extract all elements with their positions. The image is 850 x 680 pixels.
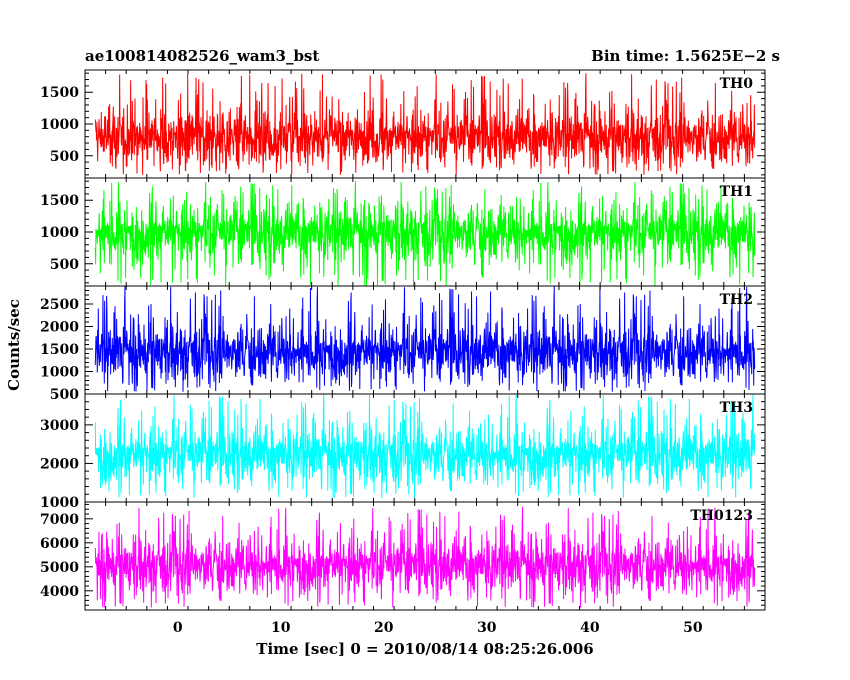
panels-group: 500 1000 1500 TH0 500 1000 1500 TH1 500 1000 1500 2… (40, 69, 766, 611)
panel-name-th2: TH2 (720, 292, 753, 308)
panel-name-th3: TH3 (720, 400, 753, 416)
y-tick-label: 3000 (40, 418, 79, 434)
y-tick-label: 1000 (40, 117, 79, 133)
x-tick-label: 30 (477, 620, 497, 636)
x-axis: 0 10 20 30 40 50 (84, 70, 766, 636)
x-axis-label: Time [sec] 0 = 2010/08/14 08:25:26.006 (256, 640, 593, 658)
panel-frame (84, 501, 766, 611)
y-tick-label: 500 (50, 257, 79, 273)
y-tick-label: 1500 (40, 85, 79, 101)
x-tick-label: 10 (271, 620, 291, 636)
x-tick-label: 20 (374, 620, 394, 636)
series-th2-line (94, 286, 756, 392)
panel-th1: 500 1000 1500 TH1 (40, 177, 766, 287)
series-th0-line (94, 73, 756, 175)
y-tick-label: 2000 (40, 320, 79, 336)
y-tick-label: 1000 (40, 365, 79, 381)
panel-th2: 500 1000 1500 2000 2500 TH2 (40, 285, 766, 403)
y-tick-label: 1500 (40, 193, 79, 209)
panel-name-th1: TH1 (720, 184, 753, 200)
series-th1-line (94, 181, 756, 286)
y-tick-label: 7000 (40, 512, 79, 528)
x-tick-label: 0 (173, 620, 183, 636)
y-tick-label: 500 (50, 149, 79, 165)
y-tick-label: 6000 (40, 536, 79, 552)
series-th0123-line (94, 506, 756, 608)
y-axis-label: Counts/sec (5, 299, 23, 391)
series-th3-line (94, 394, 756, 499)
panel-th0: 500 1000 1500 TH0 (40, 69, 766, 179)
y-tick-label: 2500 (40, 297, 79, 313)
y-tick-label: 2000 (40, 456, 79, 472)
chart-title: ae100814082526_wam3_bst (85, 47, 319, 65)
y-tick-label: 5000 (40, 560, 79, 576)
bin-time-label: Bin time: 1.5625E−2 s (591, 47, 780, 65)
panel-name-th0123: TH0123 (690, 508, 753, 524)
x-tick-label: 50 (683, 620, 703, 636)
y-tick-label: 500 (50, 387, 79, 403)
panel-name-th0: TH0 (720, 76, 754, 92)
panel-th3: 1000 2000 3000 TH3 (40, 393, 766, 511)
y-tick-label: 1500 (40, 342, 79, 358)
panel-th0123: 4000 5000 6000 7000 TH0123 (40, 501, 766, 611)
x-tick-label: 40 (580, 620, 600, 636)
y-tick-label: 4000 (40, 584, 79, 600)
y-tick-label: 1000 (40, 225, 79, 241)
y-tick-label: 1000 (40, 495, 79, 511)
